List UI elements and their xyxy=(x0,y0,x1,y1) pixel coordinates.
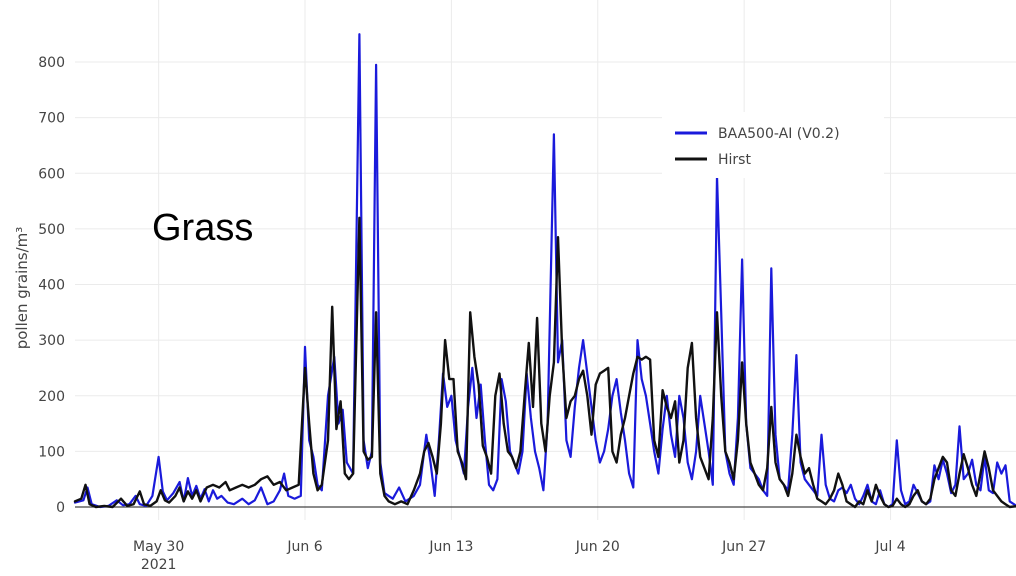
x-tick-sublabel: 2021 xyxy=(141,557,177,573)
x-tick-label: Jul 4 xyxy=(874,539,905,555)
x-tick-label: May 30 xyxy=(133,539,184,555)
x-axis: May 30 2021 Jun 6 Jun 13 Jun 20 Jun 27 Jul 4 xyxy=(133,539,906,573)
y-tick-label: 700 xyxy=(38,111,65,127)
legend[interactable]: BAA500-AI (V0.2) Hirst xyxy=(662,112,884,178)
y-tick-label: 500 xyxy=(38,222,65,238)
y-tick-label: 400 xyxy=(38,278,65,294)
y-axis-title: pollen grains/m³ xyxy=(13,227,31,350)
chart-annotation: Grass xyxy=(152,207,253,249)
y-axis: 0 100 200 300 400 500 600 700 800 xyxy=(38,55,65,516)
y-tick-label: 0 xyxy=(56,500,65,516)
series-line-hirst xyxy=(73,216,1016,509)
series-group xyxy=(73,33,1016,509)
legend-background xyxy=(662,112,884,178)
x-tick-label: Jun 6 xyxy=(286,539,322,555)
x-tick-label: Jun 20 xyxy=(575,539,620,555)
legend-label-baa500[interactable]: BAA500-AI (V0.2) xyxy=(718,126,840,142)
y-tick-label: 200 xyxy=(38,389,65,405)
y-tick-label: 600 xyxy=(38,166,65,182)
y-tick-label: 800 xyxy=(38,55,65,71)
grid xyxy=(75,0,1016,520)
legend-label-hirst[interactable]: Hirst xyxy=(718,152,751,168)
y-tick-label: 100 xyxy=(38,444,65,460)
x-tick-label: Jun 27 xyxy=(721,539,766,555)
x-tick-label: Jun 13 xyxy=(428,539,473,555)
y-tick-label: 300 xyxy=(38,333,65,349)
